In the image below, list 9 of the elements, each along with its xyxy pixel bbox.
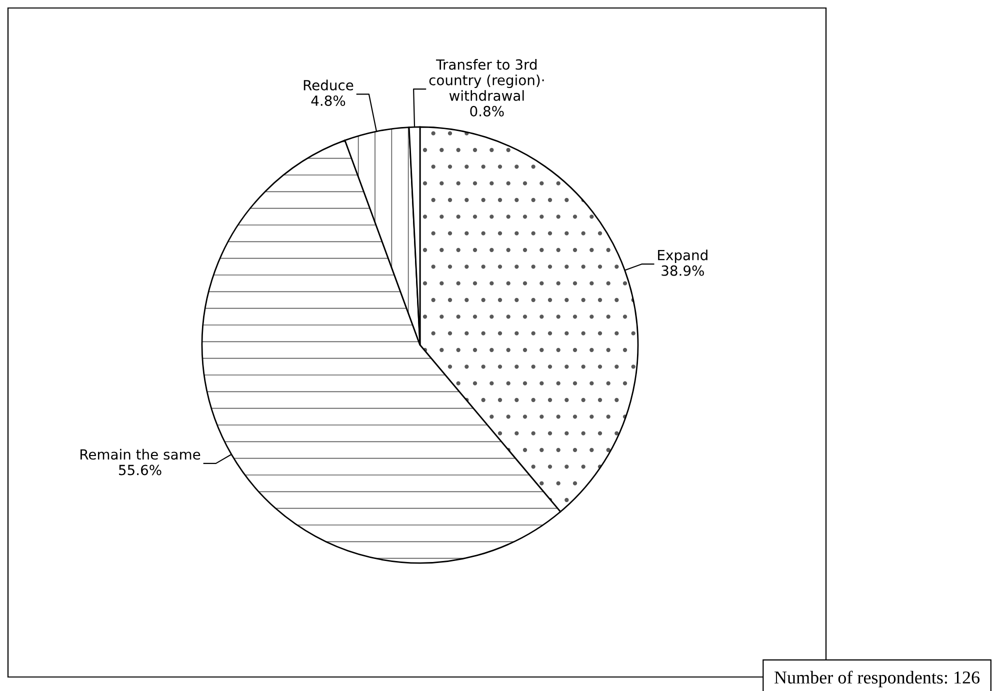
data-label: 4.8% — [311, 95, 346, 106]
slice-label: Remain the same — [80, 448, 200, 460]
slice-label: Reduce — [304, 80, 354, 90]
slice-label: Expand — [658, 250, 708, 264]
slice-label: Transfer to 3rd country (region)· withdrawal — [429, 59, 544, 101]
text: Number of respondents: 126 — [774, 670, 980, 688]
data-label: 55.6% — [119, 464, 162, 476]
data-label: 0.8% — [470, 106, 504, 116]
data-label: 38.9% — [662, 265, 704, 276]
